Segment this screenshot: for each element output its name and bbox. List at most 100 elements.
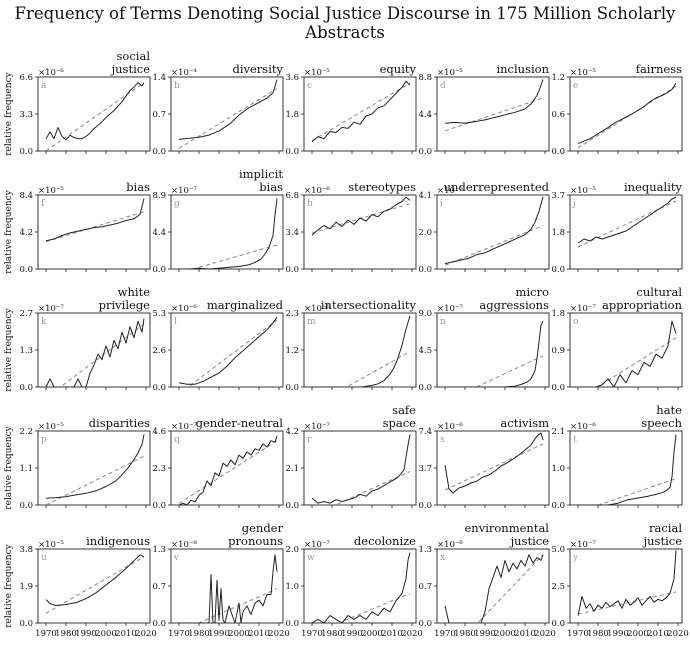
panel-title: space xyxy=(383,416,417,430)
trend-line xyxy=(444,97,544,132)
y-tick-label: 0.0 xyxy=(551,619,565,629)
y-axis-label: relative frequency xyxy=(4,189,14,273)
x-tick-label: 2010 xyxy=(248,629,270,639)
y-axis-label: relative frequency xyxy=(4,543,14,627)
series-line xyxy=(45,198,145,242)
axis-exponent: ×10⁻⁶ xyxy=(304,186,330,196)
y-axis-label: relative frequency xyxy=(4,307,14,391)
y-tick-label: 3.8 xyxy=(19,545,33,555)
panel-frame xyxy=(170,312,284,388)
panel-title: indigenous xyxy=(86,534,150,548)
panel-letter: f xyxy=(41,199,45,209)
x-tick-label: 1970 xyxy=(434,629,456,639)
panel-title: decolonize xyxy=(354,534,416,548)
trend-line xyxy=(345,351,411,387)
axis-exponent: ×10⁻⁶ xyxy=(437,422,463,432)
y-tick-label: 0.0 xyxy=(551,147,565,157)
x-tick-label: 1990 xyxy=(607,629,629,639)
panel-title: racial xyxy=(649,521,682,535)
x-tick-label: 1980 xyxy=(321,629,343,639)
panel-frame xyxy=(569,430,683,506)
y-tick-label: 1.4 xyxy=(152,73,166,83)
y-tick-label: 1.8 xyxy=(551,228,565,238)
panel-letter: l xyxy=(174,317,177,327)
panel-title: environmental xyxy=(465,521,550,535)
series-line xyxy=(45,82,145,141)
axis-exponent: ×10⁻⁷ xyxy=(38,304,64,314)
trend-line xyxy=(475,355,544,387)
y-tick-label: 2.6 xyxy=(152,346,166,356)
panel-h: 0.0 3.4 6.8 ×10⁻⁶ stereotypes h xyxy=(285,180,417,275)
trend-line xyxy=(334,471,411,505)
axis-exponent: ×10⁻⁵ xyxy=(38,422,64,432)
panel-letter: n xyxy=(440,317,446,327)
series-line xyxy=(577,82,677,145)
y-tick-label: 3.7 xyxy=(551,191,565,201)
panel-frame xyxy=(436,194,550,270)
x-tick-label: 2000 xyxy=(228,629,250,639)
axis-exponent: ×10⁻⁵ xyxy=(38,186,64,196)
panel-p: 0.0 1.1 2.2 ×10⁻⁵ disparities p relative frequ… xyxy=(4,416,151,511)
y-tick-label: 5.0 xyxy=(551,545,565,555)
y-tick-label: 1.3 xyxy=(152,545,166,555)
y-tick-label: 0.0 xyxy=(19,383,33,393)
x-tick-label: 2000 xyxy=(494,629,516,639)
y-tick-label: 0.0 xyxy=(551,501,565,511)
y-tick-label: 0.0 xyxy=(285,265,299,275)
panel-title: gender xyxy=(242,521,284,535)
y-tick-label: 0.0 xyxy=(19,619,33,629)
axis-exponent: ×10⁻⁵ xyxy=(38,540,64,550)
y-tick-label: 0.0 xyxy=(19,501,33,511)
y-tick-label: 0.0 xyxy=(19,265,33,275)
panel-title: speech xyxy=(641,416,682,430)
y-tick-label: 0.0 xyxy=(418,265,432,275)
series-line xyxy=(179,554,278,623)
axis-exponent: ×10⁻⁵ xyxy=(570,68,596,78)
y-tick-label: 0.0 xyxy=(285,619,299,629)
panel-frame xyxy=(37,312,151,388)
x-tick-label: 2020 xyxy=(534,629,556,639)
trend-line xyxy=(187,319,278,387)
trend-line xyxy=(476,554,544,623)
y-tick-label: 3.3 xyxy=(19,110,33,120)
trend-line xyxy=(444,225,544,266)
panel-title: disparities xyxy=(89,416,150,430)
panel-letter: v xyxy=(173,553,180,563)
panel-title: social xyxy=(117,49,151,63)
x-tick-label: 1980 xyxy=(55,629,77,639)
y-tick-label: 1.0 xyxy=(285,582,299,592)
panel-letter: p xyxy=(41,435,47,445)
x-tick-label: 1990 xyxy=(208,629,230,639)
panel-title: marginalized xyxy=(207,298,284,312)
panel-letter: q xyxy=(174,435,180,445)
y-tick-label: 1.3 xyxy=(418,545,432,555)
y-tick-label: 0.0 xyxy=(19,147,33,157)
series-line xyxy=(311,552,411,623)
y-tick-label: 0.6 xyxy=(551,110,565,120)
axis-exponent: ×10⁻⁶ xyxy=(437,540,463,550)
panel-title: cultural xyxy=(636,285,682,299)
y-tick-label: 6.8 xyxy=(285,191,299,201)
x-tick-label: 1980 xyxy=(188,629,210,639)
y-tick-label: 8.4 xyxy=(19,191,33,201)
y-tick-label: 4.4 xyxy=(418,110,432,120)
axis-exponent: ×10⁻⁵ xyxy=(304,68,330,78)
y-tick-label: 6.6 xyxy=(19,73,33,83)
y-tick-label: 0.0 xyxy=(551,265,565,275)
x-tick-label: 2010 xyxy=(647,629,669,639)
panel-title: bias xyxy=(126,180,150,194)
x-tick-label: 2000 xyxy=(627,629,649,639)
y-tick-label: 4.4 xyxy=(152,228,166,238)
axis-exponent: ×10⁻⁴ xyxy=(171,68,197,78)
axis-exponent: ×10⁻⁷ xyxy=(570,304,596,314)
series-line xyxy=(179,198,278,269)
x-tick-label: 2000 xyxy=(95,629,117,639)
x-tick-label: 2020 xyxy=(401,629,423,639)
x-tick-label: 2010 xyxy=(381,629,403,639)
panel-letter: r xyxy=(307,435,312,445)
series-line xyxy=(45,434,145,499)
axis-exponent: ×10⁻⁷ xyxy=(437,304,463,314)
panel-letter: t xyxy=(573,435,577,445)
